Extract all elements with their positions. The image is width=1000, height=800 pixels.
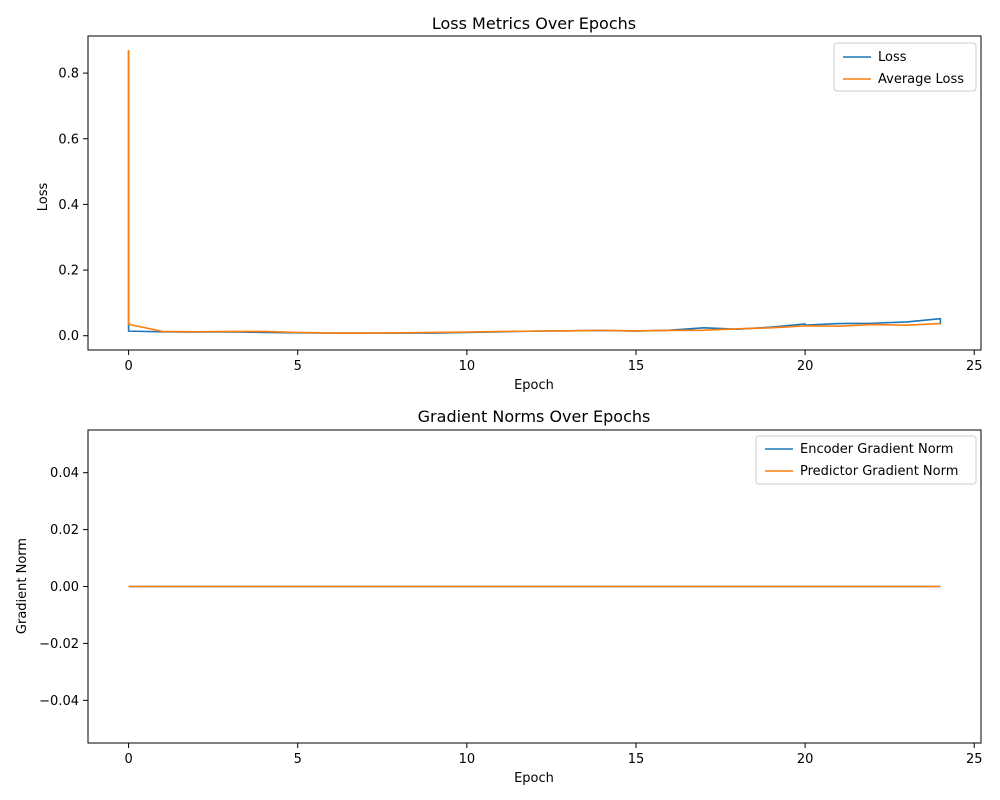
loss-chart: Loss Metrics Over Epochs Epoch Loss 0 5 10… xyxy=(36,14,983,393)
gradient-chart-legend: Encoder Gradient Norm Predictor Gradient… xyxy=(755,435,977,485)
loss-chart-xlabel: Epoch xyxy=(514,378,554,393)
loss-chart-legend: Loss Average Loss xyxy=(833,42,977,92)
gradient-chart-ytick-label: 0.04 xyxy=(50,466,79,481)
gradient-chart-ticks: 0 5 10 15 20 25 −0.04 −0.02 0.00 0.02 0.04 xyxy=(39,466,982,767)
loss-chart-lines xyxy=(127,50,942,334)
loss-chart-frame xyxy=(87,35,982,351)
gradient-chart-title: Gradient Norms Over Epochs xyxy=(418,407,651,426)
loss-chart-ytick-label: 0.6 xyxy=(58,132,79,147)
loss-chart-ylabel: Loss xyxy=(36,183,51,212)
gradient-chart-legend-predictor: Predictor Gradient Norm xyxy=(800,464,958,479)
gradient-chart-ytick-label: 0.00 xyxy=(50,580,79,595)
loss-chart-ytick-label: 0.4 xyxy=(58,198,79,213)
gradient-chart-legend-box xyxy=(755,435,977,485)
gradient-chart-xtick-label: 10 xyxy=(459,752,476,767)
gradient-chart: Gradient Norms Over Epochs Epoch Gradien… xyxy=(15,407,983,786)
gradient-chart-legend-encoder: Encoder Gradient Norm xyxy=(800,442,953,457)
gradient-chart-xlabel: Epoch xyxy=(514,771,554,786)
gradient-chart-xtick-label: 20 xyxy=(797,752,814,767)
loss-chart-series-average-loss xyxy=(127,50,941,334)
loss-chart-xtick-label: 20 xyxy=(797,359,814,374)
loss-chart-ticks: 0 5 10 15 20 25 0.0 0.2 0.4 0.6 0.8 xyxy=(58,67,982,374)
gradient-chart-ytick-label: 0.02 xyxy=(50,523,79,538)
gradient-chart-xtick-label: 0 xyxy=(124,752,132,767)
loss-chart-ytick-label: 0.0 xyxy=(58,329,79,344)
loss-chart-xtick-label: 15 xyxy=(628,359,645,374)
loss-chart-xtick-label: 0 xyxy=(124,359,132,374)
loss-chart-title: Loss Metrics Over Epochs xyxy=(432,14,636,33)
gradient-chart-frame xyxy=(87,429,982,744)
gradient-chart-ylabel: Gradient Norm xyxy=(15,538,30,634)
loss-chart-xtick-label: 25 xyxy=(966,359,983,374)
loss-chart-legend-loss: Loss xyxy=(878,50,907,65)
gradient-chart-ytick-label: −0.04 xyxy=(39,694,79,709)
gradient-chart-xtick-label: 15 xyxy=(628,752,645,767)
loss-chart-xtick-label: 10 xyxy=(459,359,476,374)
loss-chart-ytick-label: 0.2 xyxy=(58,264,79,279)
gradient-chart-ytick-label: −0.02 xyxy=(39,637,79,652)
loss-chart-xtick-label: 5 xyxy=(294,359,302,374)
gradient-chart-xtick-label: 5 xyxy=(294,752,302,767)
loss-chart-ytick-label: 0.8 xyxy=(58,67,79,82)
loss-chart-legend-average-loss: Average Loss xyxy=(878,72,964,87)
gradient-chart-xtick-label: 25 xyxy=(966,752,983,767)
